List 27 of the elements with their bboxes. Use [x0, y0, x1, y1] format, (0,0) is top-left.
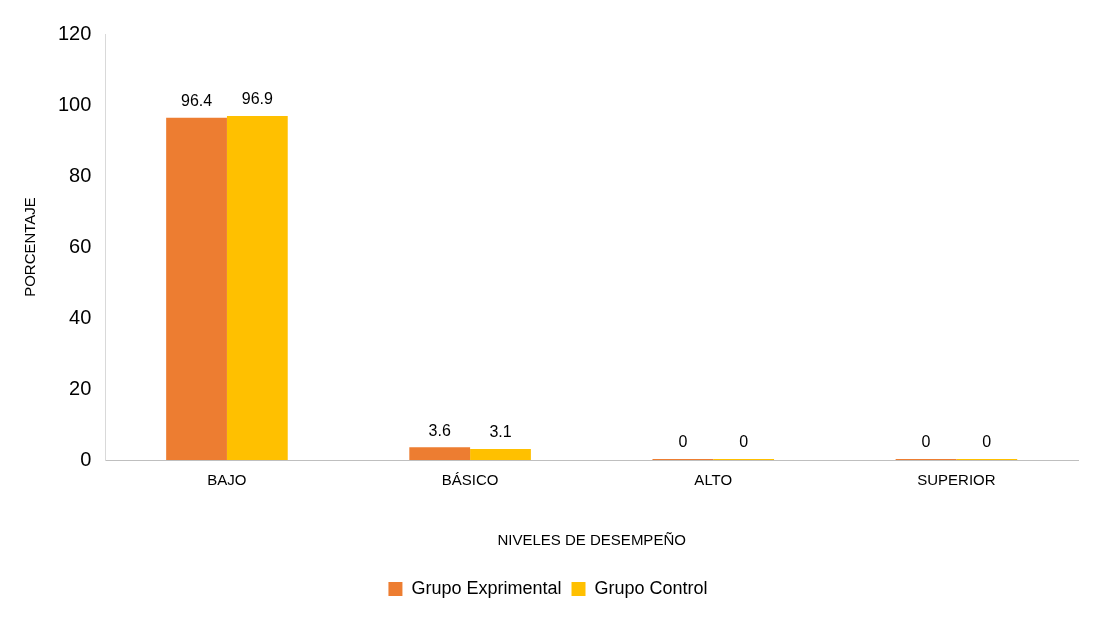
- x-tick-label: BÁSICO: [441, 471, 499, 489]
- bar: [166, 117, 227, 460]
- y-tick-label: 80: [69, 163, 92, 186]
- x-tick-label: SUPERIOR: [917, 471, 996, 489]
- data-label: 0: [739, 433, 749, 451]
- y-tick-label: 100: [57, 92, 92, 115]
- y-axis-title: PORCENTAJE: [21, 197, 39, 297]
- legend-label: Grupo Exprimental: [411, 577, 562, 598]
- x-axis-title: NIVELES DE DESEMPEÑO: [497, 531, 686, 549]
- bar: [226, 116, 288, 460]
- y-tick-label: 120: [57, 21, 92, 44]
- data-label: 0: [678, 433, 688, 451]
- legend-label: Grupo Control: [594, 577, 708, 598]
- data-label: 0: [921, 433, 931, 451]
- y-tick-label: 20: [69, 376, 92, 399]
- data-label: 3.1: [489, 423, 512, 441]
- data-label: 3.6: [428, 421, 451, 439]
- data-label: 96.4: [180, 92, 213, 110]
- bar: [409, 447, 471, 460]
- y-tick-label: 40: [69, 305, 92, 328]
- x-tick-label: BAJO: [207, 471, 247, 489]
- y-tick-label: 60: [69, 234, 92, 257]
- data-label: 0: [982, 433, 992, 451]
- bar: [470, 449, 531, 460]
- y-tick-label: 0: [80, 447, 92, 470]
- x-tick-label: ALTO: [694, 471, 733, 489]
- data-label: 96.9: [241, 90, 274, 108]
